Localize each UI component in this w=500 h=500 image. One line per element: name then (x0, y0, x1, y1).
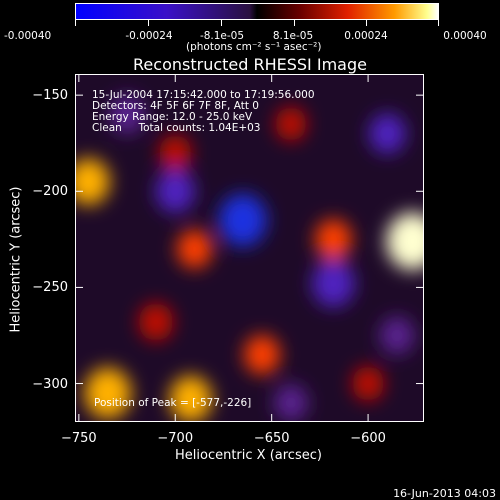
negative-region (379, 316, 415, 355)
negative-region (155, 169, 195, 213)
y-tick-label: −150 (32, 88, 68, 104)
colorbar-units: (photons cm⁻² s⁻¹ asec⁻²) (186, 41, 322, 53)
chart-title: Reconstructed RHESSI Image (133, 55, 367, 74)
negative-region (369, 113, 406, 154)
annotation-clean: Clean Total counts: 1.04E+03 (92, 122, 261, 134)
negative-region (218, 193, 267, 247)
colorbar-tick-label: 8.1e-05 (272, 30, 314, 42)
colorbar-tick-label: 0.00040 (443, 30, 487, 42)
colorbar-tick (294, 20, 295, 26)
plot-frame (75, 74, 424, 422)
annotation-peak: Position of Peak = [-577,-226] (94, 397, 251, 409)
x-tick-label: −600 (350, 431, 386, 446)
negative-region (109, 95, 145, 134)
x-axis-label: Heliocentric X (arcsec) (175, 448, 322, 463)
emission-source (244, 334, 280, 375)
emission-source (386, 212, 424, 270)
emission-source (159, 135, 192, 171)
colorbar-tick-label: 0.00024 (344, 30, 388, 42)
colorbar-tick (75, 20, 76, 26)
annotation-time: 15-Jul-2004 17:15:42.000 to 17:19:56.000 (92, 89, 315, 101)
heatmap-plot: 15-Jul-2004 17:15:42.000 to 17:19:56.000… (75, 74, 424, 422)
emission-source (169, 375, 212, 422)
colorbar-tick-label: -0.00040 (4, 30, 52, 42)
colorbar-tick (148, 20, 149, 26)
annotation-energy: Energy Range: 12.0 - 25.0 keV (92, 111, 253, 123)
emission-source (75, 158, 110, 205)
colorbar-tick (366, 20, 367, 26)
emission-source (84, 367, 131, 419)
colorbar-tick-label: -0.00024 (125, 30, 173, 42)
date-stamp: 16-Jun-2013 04:03 (393, 487, 496, 500)
negative-region (311, 259, 355, 308)
x-tick-label: −650 (253, 431, 290, 446)
emission-source (275, 106, 307, 142)
colorbar-tick-label: -8.1e-05 (199, 30, 245, 42)
colorbar-tick (438, 20, 439, 26)
y-tick-label: −300 (32, 376, 68, 392)
y-tick-label: −250 (32, 280, 68, 296)
y-tick-label: −200 (32, 184, 68, 200)
x-tick-label: −700 (157, 431, 194, 446)
emission-source (315, 219, 352, 260)
colorbar-tick (221, 20, 222, 26)
emission-source (138, 303, 174, 341)
emission-source (176, 229, 213, 269)
colorbar (75, 3, 439, 20)
emission-source (352, 366, 384, 401)
x-tick-label: −750 (60, 431, 97, 446)
negative-region (274, 384, 308, 422)
annotation-detectors: Detectors: 4F 5F 6F 7F 8F, Att 0 (92, 100, 259, 112)
